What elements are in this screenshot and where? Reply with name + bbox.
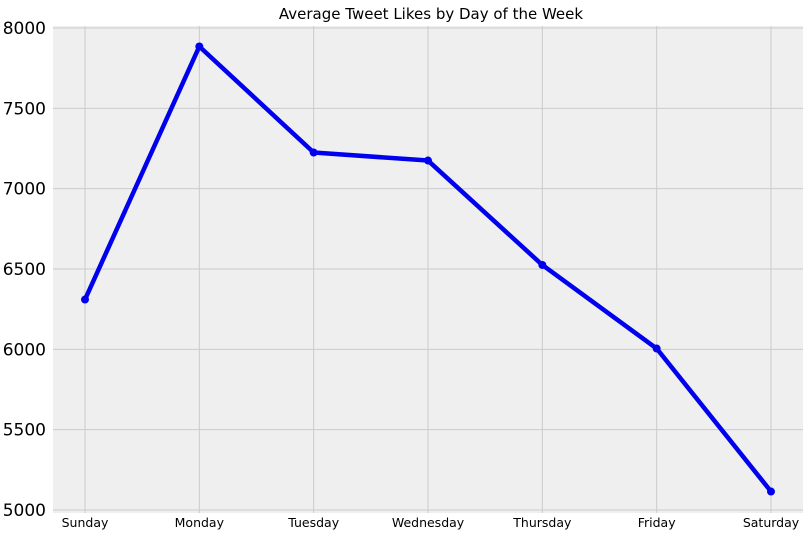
data-point (652, 344, 661, 353)
grid-lines (53, 26, 803, 513)
y-axis-ticks: 5000 5500 6000 6500 7000 7500 8000 (3, 19, 46, 521)
y-tick-label: 7000 (3, 180, 46, 200)
series-layer (81, 42, 775, 496)
chart-title: Average Tweet Likes by Day of the Week (279, 5, 583, 23)
y-tick-label: 7500 (3, 99, 46, 119)
x-tick-label: Monday (175, 515, 225, 530)
x-tick-label: Friday (638, 515, 676, 530)
x-tick-label: Wednesday (392, 515, 465, 530)
y-tick-label: 8000 (3, 19, 46, 39)
y-tick-label: 6500 (3, 260, 46, 280)
data-point (195, 42, 204, 51)
data-point (424, 156, 432, 165)
data-point (81, 295, 89, 304)
x-tick-label: Saturday (743, 515, 800, 530)
y-tick-label: 6000 (3, 340, 46, 360)
x-axis-ticks: Sunday Monday Tuesday Wednesday Thursday Frid… (62, 515, 800, 530)
x-tick-label: Sunday (62, 515, 109, 530)
data-point (309, 148, 318, 157)
y-tick-label: 5500 (3, 421, 46, 441)
x-tick-label: Tuesday (287, 515, 339, 530)
data-point (767, 487, 775, 496)
y-tick-label: 5000 (3, 501, 46, 521)
data-point (538, 260, 547, 269)
x-tick-label: Thursday (512, 515, 572, 530)
